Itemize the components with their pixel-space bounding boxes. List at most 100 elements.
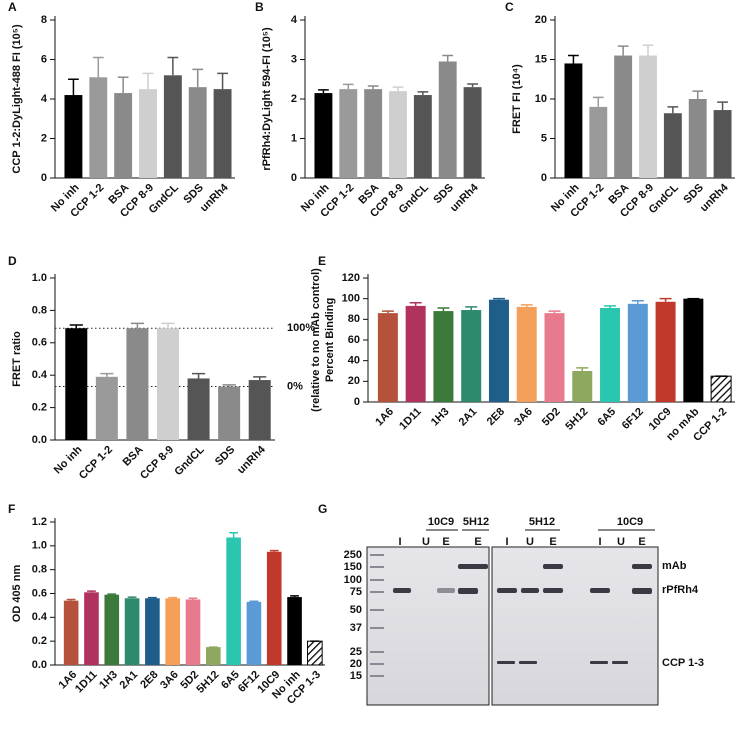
bar [463,87,482,178]
bar [377,313,398,402]
marker-label: 250 [344,549,362,561]
error-bar [417,91,429,96]
y-tick-label: 15 [535,53,547,65]
bar [145,598,160,665]
x-tick-label: unRh4 [448,181,481,214]
error-bar [142,72,154,90]
group-label: 5H12 [529,516,555,528]
error-bar [167,56,179,76]
marker-label: 75 [350,586,362,598]
error-bar [592,96,604,107]
error-bar [217,72,228,90]
bar [314,93,333,178]
error-bar [192,68,204,88]
error-bar [548,310,561,314]
error-bar [437,307,450,312]
error-bar [667,106,679,114]
x-tick-label: unRh4 [198,181,231,214]
y-axis-label: Percent Binding [324,298,336,382]
x-tick-label: unRh4 [698,181,731,214]
bar [516,306,537,402]
gel-right [491,546,659,706]
bar [124,598,140,665]
error-bar [520,304,533,307]
bar [589,106,608,178]
error-bar [130,322,145,329]
gel-left [366,546,490,706]
y-axis-label: rPfRh4:DyLight 594-FI (10⁵) [261,27,273,171]
x-tick-label: 1A6 [373,406,396,429]
y-tick-label: 20 [535,14,547,26]
marker-label: 37 [350,622,362,634]
y-tick-label: 6 [41,53,47,65]
bar [139,89,157,178]
marker-label: 20 [350,658,362,670]
panel-letter: C [505,0,514,14]
group-label: 10C9 [617,516,643,528]
x-tick-label: 6F12 [620,406,646,432]
bar [126,328,149,440]
lane-label: I [598,536,601,548]
x-tick-label: 3A6 [158,669,181,692]
x-tick-label: unRh4 [235,443,268,476]
x-tick-label: 5H12 [563,406,590,433]
error-bar [642,44,654,56]
lane-label: E [442,536,449,548]
error-bar [87,590,96,593]
bar [710,375,732,403]
y-tick-label: 120 [342,272,360,284]
x-tick-label: 5H12 [194,669,221,696]
bar [213,89,232,178]
bar [572,371,593,402]
error-bar [92,56,104,78]
x-tick-label: 1H3 [97,669,120,692]
y-tick-label: 0.6 [32,337,47,349]
y-tick-label: 0.8 [32,564,47,576]
y-tick-label: 5 [541,132,547,144]
bar [339,89,358,178]
error-bar [467,83,478,88]
lane-label: E [474,536,481,548]
bar [627,303,648,402]
error-bar [617,45,629,56]
error-bar [409,302,422,306]
bar [187,378,210,440]
error-bar [117,76,129,94]
bar [84,592,99,665]
y-tick-label: 80 [348,313,360,325]
bar [165,598,181,665]
lane-label: U [617,536,625,548]
error-bar [659,297,672,302]
error-bar [576,367,589,371]
marker-label: 15 [350,670,362,682]
error-bar [342,83,354,90]
bar [614,55,633,178]
group-label: 5H12 [463,516,489,528]
y-tick-label: 20 [348,375,360,387]
x-tick-label: BSA [121,444,146,469]
error-bar [492,297,505,300]
lane-label: U [422,536,430,548]
error-bar [604,305,617,308]
bar [639,55,657,178]
bar [64,95,83,178]
y-tick-label: 1 [291,132,297,144]
panel-letter: B [255,0,264,14]
y-tick-label: 1.0 [32,540,47,552]
y-tick-label: 1.0 [32,272,47,284]
bar [246,601,262,665]
bar [713,110,732,178]
y-tick-label: 2 [41,132,47,144]
bar [544,313,565,402]
bar [65,328,88,440]
panel-letter: D [8,254,17,268]
y-tick-label: 0 [291,172,297,184]
error-bar [191,372,206,379]
lane-label: I [505,536,508,548]
y-tick-label: 60 [348,334,360,346]
x-tick-label: 3A6 [512,406,535,429]
bar [156,328,180,440]
error-bar [318,89,329,94]
bands [393,564,652,664]
band-label: CCP 1-3 [662,657,704,669]
